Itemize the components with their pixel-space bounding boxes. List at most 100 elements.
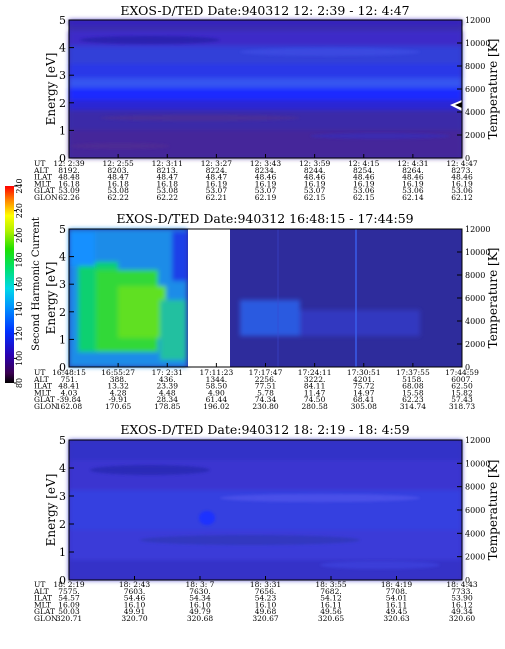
table-cell: 1344. [206, 375, 227, 384]
table-cell: 16.19 [353, 179, 375, 188]
panel-2-burst [300, 310, 420, 336]
table-row-label: GLON [34, 402, 58, 411]
table-cell: 16.18 [58, 179, 80, 188]
table-cell: 48.41 [58, 382, 79, 391]
panel-2-burst [172, 231, 188, 281]
table-cell: 7682. [320, 587, 341, 596]
table-cell: 58.50 [206, 382, 228, 391]
table-cell: 16.19 [304, 179, 326, 188]
table-cell: 62.50 [451, 382, 473, 391]
y2-tick-label: 0 [465, 154, 470, 163]
table-cell: 178.85 [154, 402, 180, 411]
table-cell: 4.90 [208, 388, 225, 397]
table-cell: 7733. [451, 587, 472, 596]
table-cell: 54.46 [124, 594, 146, 603]
y2-tick-label: 4000 [465, 317, 485, 326]
table-cell: 28.34 [157, 395, 179, 404]
table-cell: 17: 2:31 [152, 368, 183, 377]
panel-2-y2label: Temperature [K] [486, 248, 500, 349]
table-cell: 4.28 [110, 388, 127, 397]
y2-tick-label: 10000 [465, 39, 490, 48]
y-tick-label: 0 [59, 574, 66, 587]
y-tick-label: 4 [59, 42, 66, 55]
table-cell: 388. [110, 375, 127, 384]
panel-1-band [69, 46, 462, 64]
y2-tick-label: 4000 [465, 108, 485, 117]
panel-1-feature [455, 102, 462, 108]
table-row-label: GLAT [34, 186, 55, 195]
table-cell: 74.34 [255, 395, 277, 404]
table-cell: 8244. [304, 166, 325, 175]
table-cell: 54.23 [255, 594, 277, 603]
table-cell: 18: 4:43 [446, 580, 478, 589]
panel-2-burst [69, 232, 95, 266]
y2-tick-label: 4000 [465, 529, 485, 538]
color-bar-tick-label: 200 [15, 228, 24, 243]
table-cell: 17:30:51 [347, 368, 381, 377]
y-tick-label: 1 [59, 333, 66, 346]
panel-3-y2label: Temperature [K] [486, 460, 500, 561]
table-cell: 320.70 [121, 614, 147, 623]
table-cell: 16.12 [451, 600, 473, 609]
table-cell: 53.06 [353, 186, 375, 195]
table-row-label: ILAT [34, 382, 52, 391]
table-cell: 162.08 [56, 402, 82, 411]
table-cell: 54.34 [189, 594, 211, 603]
y2-tick-label: 8000 [465, 483, 485, 492]
table-row-label: UT [34, 368, 45, 377]
color-bar-tick-label: 220 [15, 203, 24, 218]
table-cell: 14.97 [353, 388, 375, 397]
color-bar-tick-label: 160 [15, 277, 24, 292]
table-cell: 49.45 [386, 607, 408, 616]
panel-1-band [69, 100, 462, 110]
table-cell: 49.68 [255, 607, 277, 616]
table-cell: 54.12 [320, 594, 342, 603]
table-cell: 53.07 [304, 186, 326, 195]
table-cell: 48.46 [304, 173, 326, 182]
table-cell: 12: 3:59 [299, 159, 331, 168]
table-cell: 3222. [304, 375, 325, 384]
table-cell: 16.09 [58, 600, 80, 609]
color-bar-ticks: 80 100 120 140 160 180 200 220 240 [14, 178, 24, 388]
y2-tick-label: 0 [465, 363, 470, 372]
y-tick-label: 5 [59, 434, 66, 447]
y-tick-label: 4 [59, 462, 66, 475]
panel-1-title: EXOS-D/TED Date:940312 12: 2:39 - 12: 4:… [120, 3, 409, 18]
y-tick-label: 2 [59, 97, 66, 110]
table-cell: 62.15 [304, 193, 326, 202]
table-cell: 16.11 [320, 600, 341, 609]
table-cell: 12: 3:27 [201, 159, 233, 168]
table-cell: 16.19 [451, 179, 473, 188]
table-cell: 48.47 [107, 173, 129, 182]
table-cell: 62.12 [451, 193, 473, 202]
panel-3-y-ticks: 0 1 2 3 4 5 [59, 434, 74, 587]
table-cell: 320.60 [449, 614, 475, 623]
table-cell: 12: 2:55 [102, 159, 134, 168]
table-cell: 50.03 [58, 607, 80, 616]
table-cell: 49.56 [320, 607, 342, 616]
table-cell: 15.82 [451, 388, 473, 397]
panel-3-spot [199, 511, 215, 525]
table-cell: 16.11 [386, 600, 407, 609]
panel-2-bursts [69, 229, 420, 367]
y2-tick-label: 8000 [465, 62, 485, 71]
panel-3-band [69, 530, 462, 560]
table-cell: 12: 4:47 [446, 159, 478, 168]
panel-3-title: EXOS-D/TED Date:940312 18: 2:19 - 18: 4:… [120, 422, 409, 437]
table-cell: 320.63 [383, 614, 409, 623]
panel-1-streak [70, 143, 170, 149]
table-cell: 320.67 [252, 614, 278, 623]
table-cell: 4.03 [61, 388, 78, 397]
panel-1-streak [80, 36, 220, 44]
y-tick-label: 4 [59, 251, 66, 264]
table-cell: 53.06 [402, 186, 424, 195]
y2-tick-label: 10000 [465, 248, 490, 257]
panel-1-streak [240, 48, 420, 56]
panel-1-band [69, 88, 462, 100]
table-row-label: MLT [34, 600, 51, 609]
y-tick-label: 5 [59, 14, 66, 27]
color-bar-gradient [5, 186, 14, 383]
table-cell: 16.10 [124, 600, 146, 609]
